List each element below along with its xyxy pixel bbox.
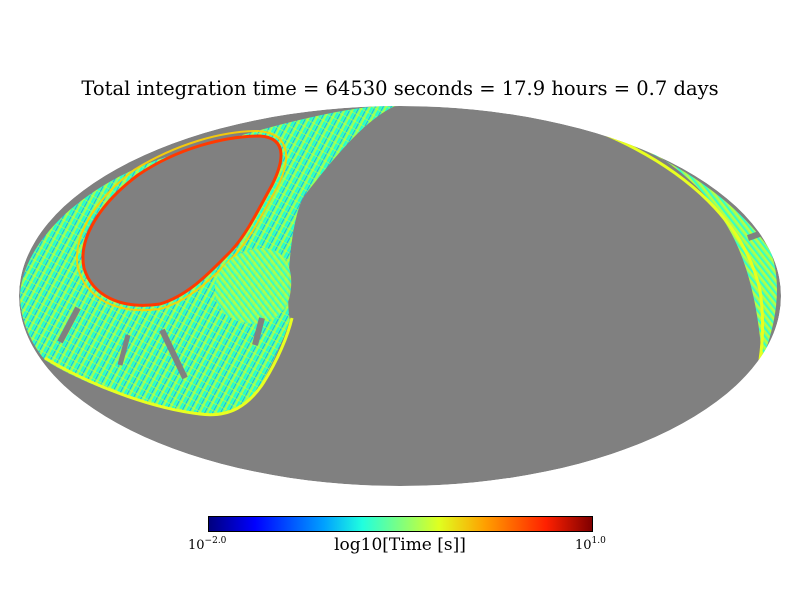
band-edge-south (44, 317, 294, 417)
band-edge-east (599, 130, 765, 361)
gap-streak (57, 306, 81, 344)
colorbar-min-label: 10−2.0 (188, 536, 227, 553)
unobserved-hole (81, 134, 283, 307)
observed-spur (215, 248, 292, 324)
colorbar (208, 516, 593, 532)
colorbar-label: log10[Time [s]] (334, 535, 466, 555)
colorbar-max-label: 101.0 (575, 536, 606, 553)
chart-title: Total integration time = 64530 seconds =… (81, 77, 719, 100)
hole-rim-glow (76, 129, 288, 312)
gap-streak (117, 334, 131, 366)
sky-map-body (19, 106, 781, 486)
gap-streak (252, 317, 265, 346)
gap-streak (159, 328, 188, 380)
